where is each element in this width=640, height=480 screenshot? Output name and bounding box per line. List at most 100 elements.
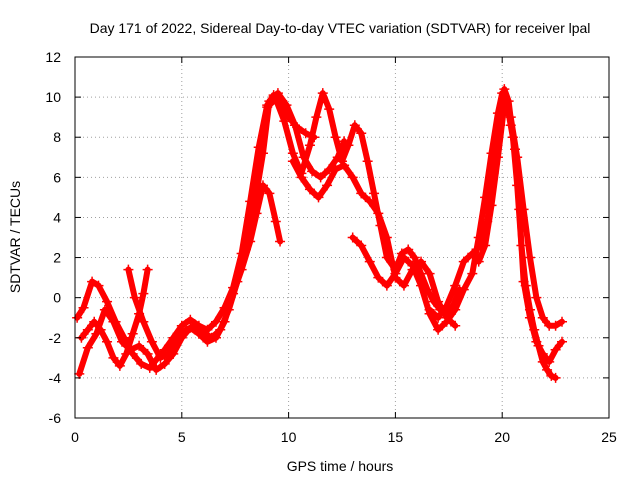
data-point — [520, 280, 531, 291]
data-point — [356, 188, 367, 199]
data-point — [159, 358, 170, 369]
data-point — [138, 288, 149, 299]
data-point — [87, 276, 98, 287]
data-point — [142, 264, 153, 275]
y-tick-label: 10 — [45, 89, 61, 105]
data-point — [356, 128, 367, 139]
data-point — [129, 292, 140, 303]
data-point — [116, 336, 127, 347]
x-tick-labels: 0 5 10 15 20 25 — [71, 429, 617, 445]
ticks — [74, 56, 610, 419]
data-point — [458, 256, 469, 267]
data-point — [300, 128, 311, 139]
series-group — [72, 84, 568, 383]
data-point — [373, 272, 384, 283]
x-tick-label: 25 — [601, 429, 617, 445]
data-point — [518, 204, 529, 215]
data-point — [262, 102, 273, 113]
data-point — [424, 268, 435, 279]
data-point — [381, 280, 392, 291]
data-point — [146, 336, 157, 347]
data-point — [450, 304, 461, 315]
x-tick-label: 20 — [494, 429, 510, 445]
data-point — [142, 348, 153, 359]
plot-frame — [74, 56, 610, 419]
data-point — [364, 256, 375, 267]
data-point — [74, 368, 85, 379]
data-point — [424, 304, 435, 315]
data-point — [398, 252, 409, 263]
data-point — [499, 84, 510, 95]
data-point — [467, 248, 478, 259]
data-point — [281, 100, 292, 111]
data-point — [537, 312, 548, 323]
data-point — [349, 120, 360, 131]
data-point — [480, 240, 491, 251]
data-point — [557, 336, 568, 347]
x-tick-label: 10 — [281, 429, 297, 445]
data-point — [134, 308, 145, 319]
data-point — [82, 342, 93, 353]
data-point — [433, 324, 444, 335]
data-point — [270, 216, 281, 227]
data-point — [138, 316, 149, 327]
y-axis-label: SDTVAR / TECUs — [7, 181, 23, 293]
data-point — [369, 188, 380, 199]
data-point — [249, 200, 260, 211]
data-point — [407, 260, 418, 271]
data-point — [542, 364, 553, 375]
data-point — [533, 340, 544, 351]
data-point — [102, 296, 113, 307]
data-point — [198, 326, 209, 337]
data-point — [189, 320, 200, 331]
data-point — [121, 348, 132, 359]
data-point — [364, 196, 375, 207]
data-point — [172, 332, 183, 343]
data-point — [102, 336, 113, 347]
data-point — [264, 188, 275, 199]
data-point — [296, 172, 307, 183]
data-point — [330, 164, 341, 175]
data-point — [93, 280, 104, 291]
data-point — [114, 360, 125, 371]
y-tick-label: 0 — [53, 290, 61, 306]
data-point — [373, 208, 384, 219]
data-point — [458, 284, 469, 295]
data-point — [499, 100, 510, 111]
data-point — [210, 316, 221, 327]
y-tick-label: 12 — [45, 49, 61, 65]
data-point — [108, 352, 119, 363]
data-point — [347, 172, 358, 183]
y-tick-label: 6 — [53, 169, 61, 185]
data-point — [240, 244, 251, 255]
data-point — [550, 344, 561, 355]
data-point — [123, 264, 134, 275]
data-point — [537, 356, 548, 367]
data-point — [557, 316, 568, 327]
data-point — [151, 364, 162, 375]
data-point — [441, 316, 452, 327]
data-point — [550, 320, 561, 331]
data-point — [72, 312, 83, 323]
data-point — [524, 252, 535, 263]
data-point — [492, 152, 503, 163]
data-point — [546, 370, 557, 381]
data-point — [206, 332, 217, 343]
data-point — [134, 340, 145, 351]
data-point — [257, 148, 268, 159]
data-point — [322, 180, 333, 191]
series-track-9 — [475, 102, 565, 329]
data-point — [441, 300, 452, 311]
data-point — [215, 324, 226, 335]
data-point — [232, 276, 243, 287]
data-point — [450, 320, 461, 331]
data-point — [433, 296, 444, 307]
data-point — [324, 104, 335, 115]
data-point — [416, 256, 427, 267]
data-point — [416, 280, 427, 291]
x-tick-label: 15 — [388, 429, 404, 445]
chart-title: Day 171 of 2022, Sidereal Day-to-day VTE… — [90, 20, 591, 36]
data-point — [403, 244, 414, 255]
data-point — [516, 240, 527, 251]
data-point — [531, 292, 542, 303]
